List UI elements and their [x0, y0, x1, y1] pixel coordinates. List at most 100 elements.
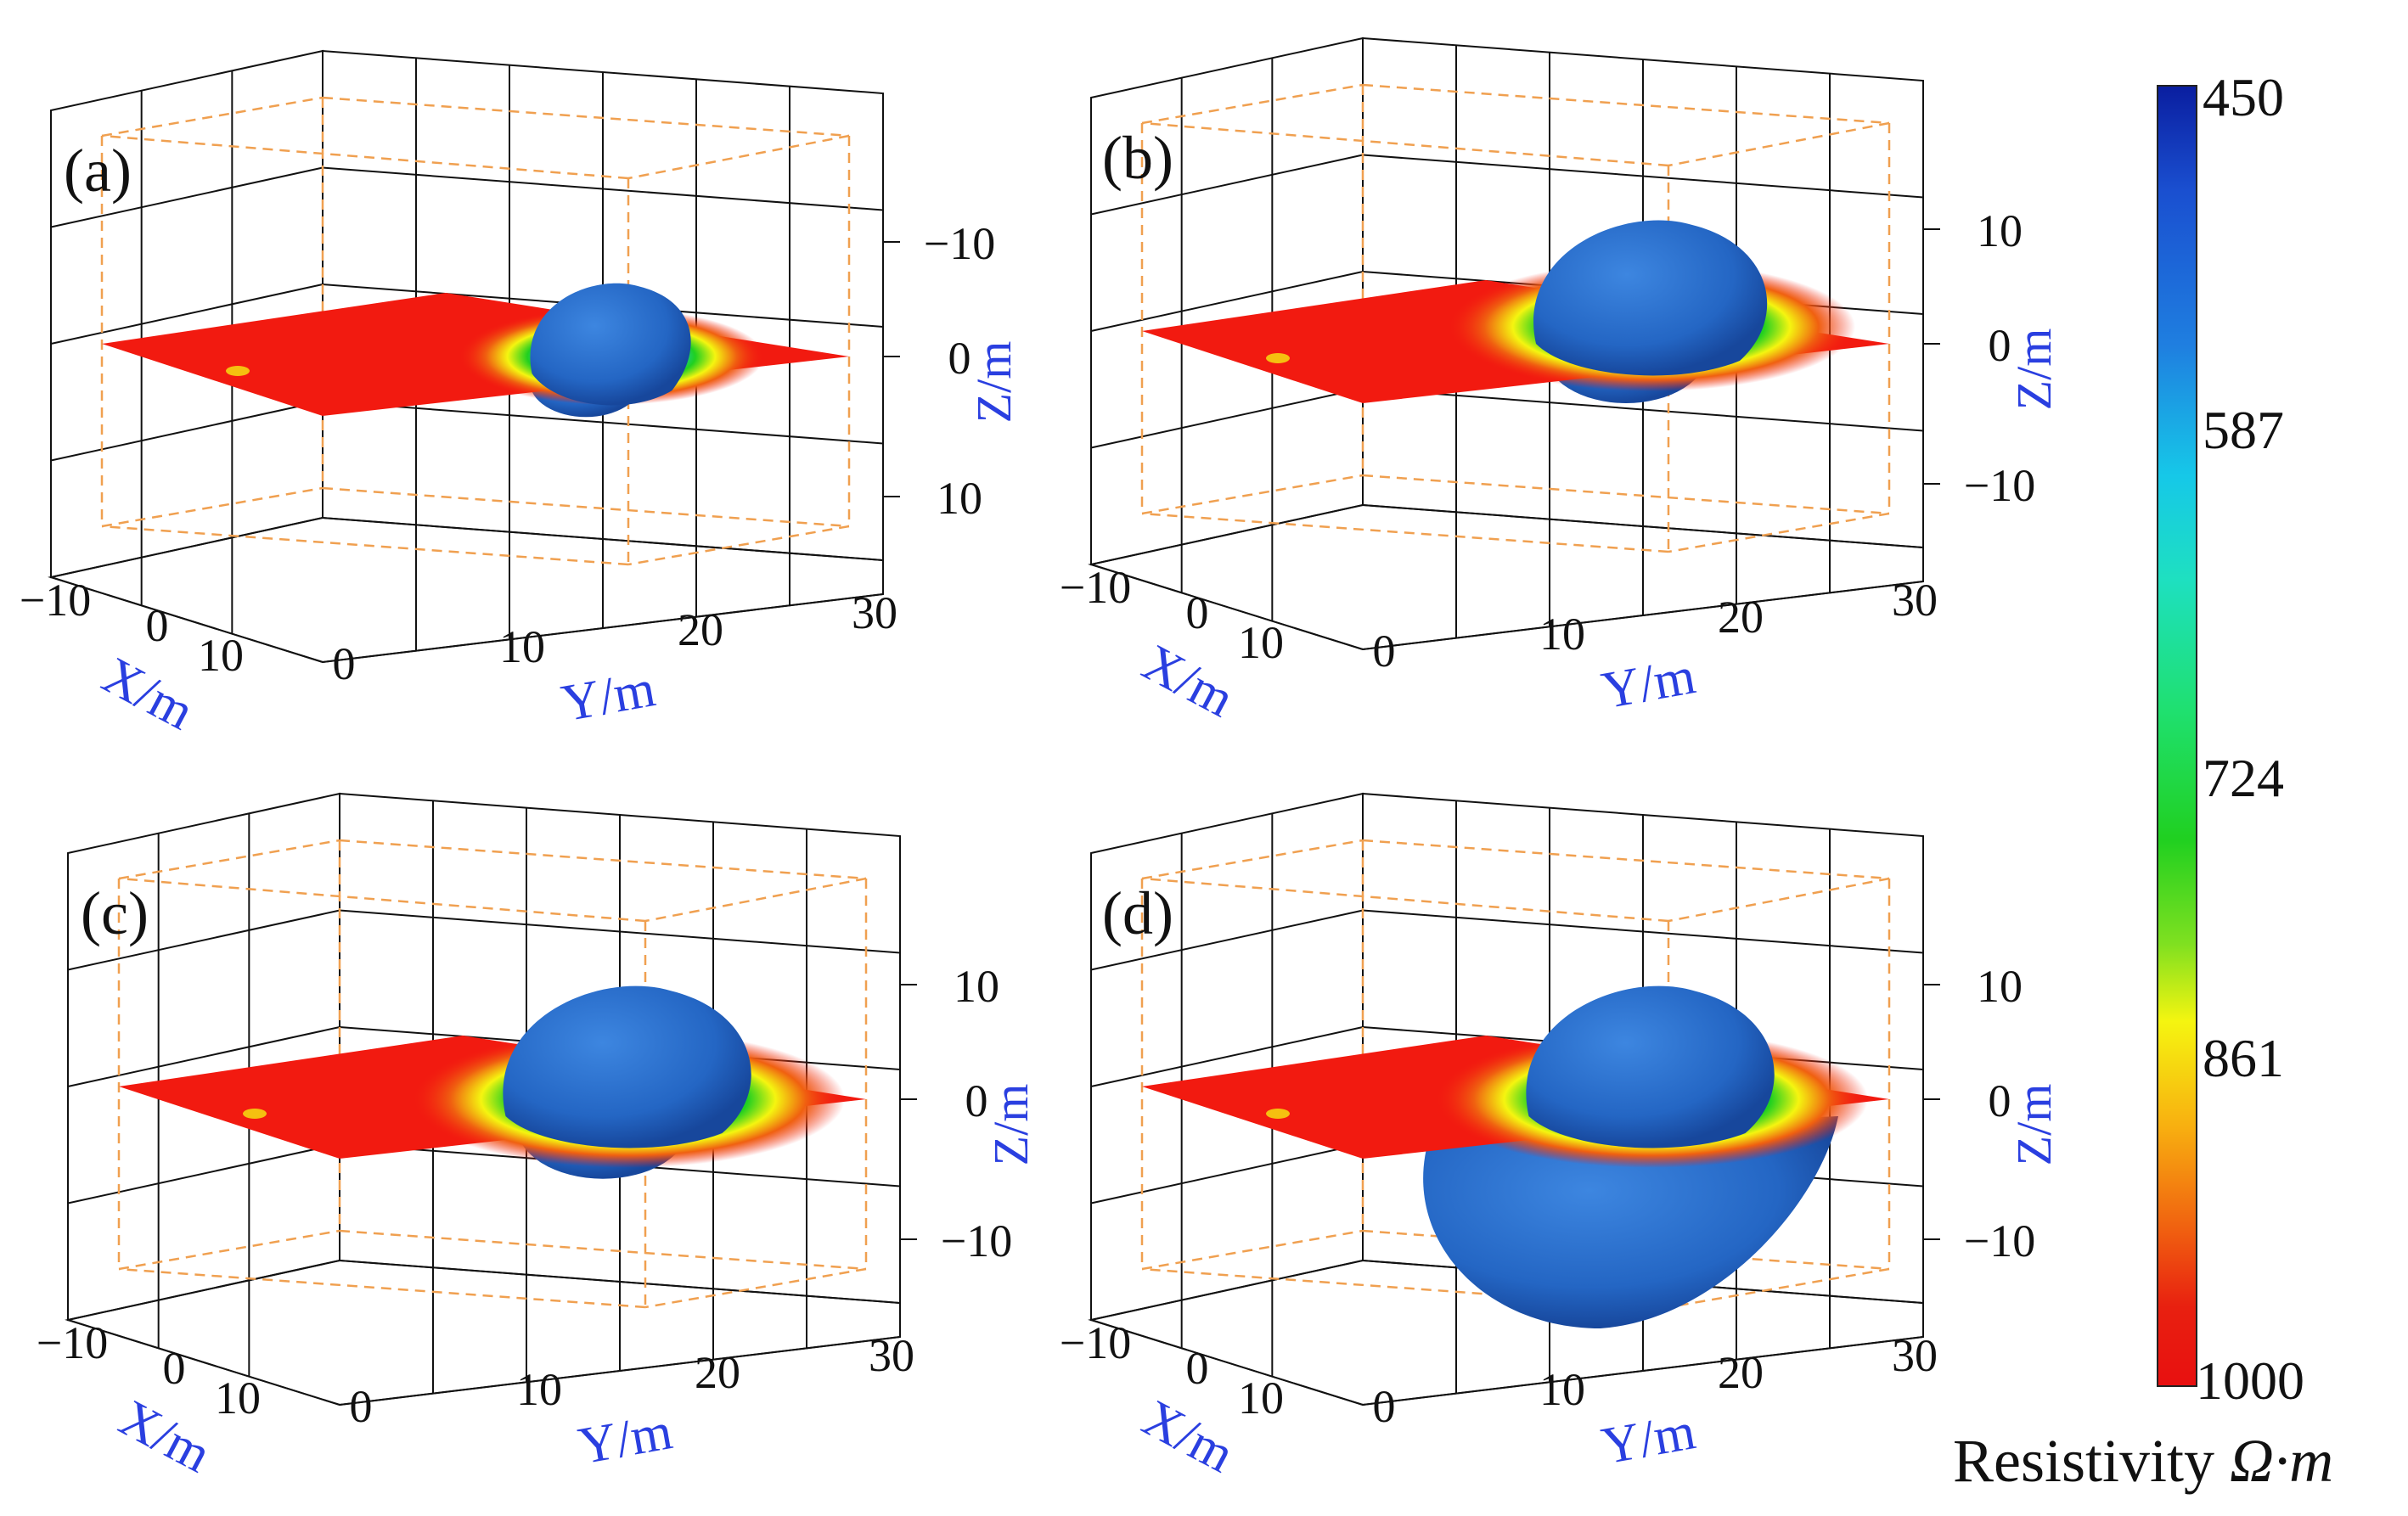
dashed-edge [1362, 839, 1890, 880]
grid-line [1090, 909, 1364, 971]
y-tick-label: 30 [852, 587, 897, 638]
colorbar-unit: Ω·m [2230, 1427, 2334, 1495]
x-tick-label: −10 [20, 575, 91, 626]
grid-line [1090, 1143, 1364, 1204]
z-tick-label: −10 [1964, 1216, 2035, 1266]
dashed-edge [101, 96, 324, 138]
x-axis-label: X/m [1134, 633, 1243, 728]
grid-line [1362, 387, 1924, 432]
y-tick-label: 0 [350, 1381, 373, 1432]
z-tick-label: 10 [1977, 205, 2023, 256]
grid-line [1090, 1319, 1364, 1406]
grid-line [1362, 1336, 1924, 1406]
grid-line [322, 593, 884, 663]
z-axis-label: Z/m [2006, 1084, 2062, 1166]
anomaly-body-upper [1533, 220, 1768, 376]
dashed-edge [644, 1267, 867, 1309]
anomaly-body-upper [530, 283, 691, 406]
dashed-edge [1668, 121, 1890, 167]
dashed-edge [1668, 1267, 1890, 1309]
dashed-edge [339, 839, 867, 880]
panel-label: (b) [1102, 124, 1173, 192]
x-tick-label: 10 [215, 1373, 261, 1423]
panel-label: (c) [81, 879, 149, 947]
dashed-edge [322, 96, 850, 138]
z-tick-label: −10 [924, 218, 995, 269]
colorbar-tick-724: 724 [2203, 748, 2284, 808]
y-tick-label: 0 [333, 638, 356, 689]
dashed-edge [1141, 839, 1364, 880]
anomaly-body-lower [1423, 1116, 1838, 1328]
grid-line [1090, 564, 1364, 650]
x-axis-label: X/m [93, 646, 203, 741]
y-tick-label: 20 [695, 1347, 740, 1398]
y-tick-label: 20 [678, 604, 723, 655]
y-axis-label: Y/m [1597, 647, 1699, 720]
x-tick-label: 0 [146, 600, 169, 651]
z-axis-label: Z/m [966, 341, 1021, 424]
x-tick-label: −10 [37, 1317, 108, 1368]
dashed-edge [644, 877, 867, 923]
z-tick-label: 0 [948, 333, 971, 384]
anomaly-body-upper [503, 985, 751, 1148]
z-tick-label: −10 [1964, 460, 2035, 511]
dashed-edge [118, 1267, 646, 1309]
dashed-edge [1141, 83, 1364, 125]
dashed-edge [1362, 474, 1890, 515]
slice-spot [226, 366, 250, 376]
y-axis-label: Y/m [574, 1402, 676, 1475]
y-tick-label: 10 [1539, 609, 1585, 660]
x-tick-label: −10 [1060, 562, 1131, 613]
grid-line [1362, 154, 1924, 199]
x-tick-label: 0 [1186, 1343, 1209, 1394]
slice-spot [1266, 353, 1290, 363]
x-axis-label: X/m [110, 1389, 220, 1484]
dashed-edge [1141, 474, 1364, 515]
grid-line [1090, 1026, 1364, 1087]
grid-line [1090, 271, 1364, 332]
colorbar-title-text: Resistivity [1953, 1427, 2215, 1495]
x-tick-label: 0 [1186, 587, 1209, 638]
colorbar-title: Resistivity Ω·m [1953, 1426, 2333, 1496]
floor [1088, 503, 1924, 651]
grid-line [1362, 909, 1924, 954]
grid-line [339, 1336, 901, 1406]
dashed-edge [322, 486, 850, 528]
grid-line [322, 166, 884, 211]
y-tick-label: 30 [1892, 575, 1938, 626]
dashed-edge [101, 134, 629, 180]
grid-line [67, 1143, 340, 1204]
x-tick-label: −10 [1060, 1317, 1131, 1368]
z-tick-label: 0 [965, 1075, 988, 1126]
dashed-edge [1141, 877, 1669, 923]
dashed-edge [118, 1229, 340, 1271]
dashed-edge [1141, 512, 1669, 553]
floor [48, 516, 884, 664]
dashed-edge [118, 877, 646, 923]
panel-label: (a) [64, 137, 132, 205]
y-tick-label: 30 [1892, 1330, 1938, 1381]
grid-line [67, 909, 340, 971]
z-tick-label: 10 [937, 473, 982, 524]
z-tick-label: 0 [1989, 1075, 2011, 1126]
x-tick-label: 0 [163, 1343, 186, 1394]
dashed-edge [1668, 512, 1890, 553]
x-tick-label: 10 [198, 630, 244, 681]
y-tick-label: 10 [499, 621, 545, 672]
y-tick-label: 0 [1373, 1381, 1396, 1432]
dashed-edge [1141, 121, 1669, 167]
y-tick-label: 10 [1539, 1364, 1585, 1415]
grid-line [339, 909, 901, 954]
dashed-edge [1141, 1229, 1364, 1271]
grid-line [50, 166, 324, 228]
z-tick-label: 10 [954, 961, 999, 1012]
dashed-edge [627, 525, 850, 566]
grid-line [50, 576, 324, 663]
z-axis-label: Z/m [2006, 328, 2062, 411]
grid-line [67, 1319, 340, 1406]
colorbar-tick-450: 450 [2203, 67, 2284, 127]
grid-line [1362, 581, 1924, 650]
